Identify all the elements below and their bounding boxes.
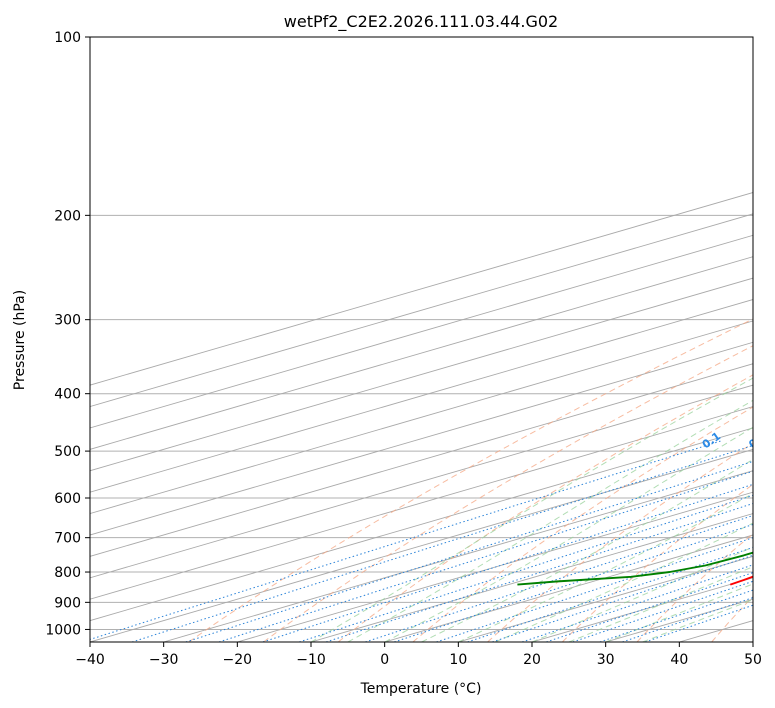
isotherm-50 <box>752 641 753 642</box>
mixing-ratio-0.2 <box>131 444 753 642</box>
x-tick-label-20: 20 <box>523 652 541 668</box>
x-tick-label--20: −20 <box>223 652 253 668</box>
y-axis-label: Pressure (hPa) <box>12 290 28 390</box>
mixing-ratio-0.1 <box>90 440 723 640</box>
y-tick-label-300: 300 <box>54 313 81 329</box>
moist-adiabat-35 <box>642 599 753 642</box>
isotherm--40 <box>90 448 753 642</box>
dry-adiabat--10 <box>337 374 753 642</box>
mixing-ratio-1.5 <box>299 494 753 642</box>
isotherm--100 <box>90 320 753 515</box>
mixing-ratio-label-0.1: 0.1 <box>700 430 723 452</box>
mixing-ratio-3 <box>365 514 753 642</box>
x-tick-label-50: 50 <box>744 652 762 668</box>
isotherm--20 <box>237 491 753 642</box>
chart-title: wetPf2_C2E2.2026.111.03.44.G02 <box>284 12 558 32</box>
mixing-ratio-6 <box>436 537 753 642</box>
isotherm--140 <box>90 234 753 429</box>
x-tick-label--30: −30 <box>149 652 179 668</box>
y-tick-label-200: 200 <box>54 208 81 224</box>
x-tick-label-30: 30 <box>597 652 615 668</box>
mixing-ratio-0.6 <box>218 470 753 642</box>
y-tick-label-500: 500 <box>54 444 81 460</box>
background-grid <box>90 37 753 642</box>
moist-adiabat--5 <box>347 399 753 642</box>
isotherm--60 <box>90 406 753 600</box>
isotherm-0 <box>384 534 753 642</box>
isotherm-40 <box>679 620 753 642</box>
y-tick-label-900: 900 <box>54 595 81 611</box>
x-tick-label-0: 0 <box>380 652 389 668</box>
y-tick-label-400: 400 <box>54 387 81 403</box>
line-labels: 0.10.20.40.611.52346810131620253036-100-… <box>700 429 769 452</box>
dry-adiabat--30 <box>188 318 753 642</box>
y-tick-label-1000: 1000 <box>45 622 81 638</box>
mixing-ratio-10 <box>492 554 753 642</box>
mixing-ratio-4 <box>394 523 753 642</box>
plot-frame <box>89 36 754 643</box>
isotherm--30 <box>163 470 753 642</box>
moist-adiabat--10 <box>310 377 753 642</box>
moist-adiabat-20 <box>531 546 753 642</box>
mixing-ratio-13 <box>521 564 753 642</box>
isotherm--50 <box>90 427 753 622</box>
isotherm--150 <box>90 213 753 408</box>
x-tick-label-40: 40 <box>670 652 688 668</box>
axis-ticks: −40 −30 −20 −10 0 10 20 30 40 50 100 200 300 400 500 60… <box>45 30 762 668</box>
x-tick-label--40: −40 <box>75 652 105 668</box>
isotherm--160 <box>90 192 753 386</box>
isotherm--80 <box>90 363 753 557</box>
mixing-ratio-2 <box>325 503 753 642</box>
moist-adiabat-0 <box>384 426 753 642</box>
y-tick-label-800: 800 <box>54 565 81 581</box>
mixing-ratio-1 <box>262 483 753 642</box>
isotherm--90 <box>90 341 753 536</box>
mixing-ratio-8 <box>467 546 753 642</box>
isotherm--130 <box>90 256 753 450</box>
dry-adiabat-30 <box>636 533 753 642</box>
y-tick-label-100: 100 <box>54 30 81 46</box>
mixing-ratio-0.4 <box>185 460 753 642</box>
isotherm--70 <box>90 384 753 579</box>
mixing-ratio-label-0.2: 0.2 <box>746 429 769 451</box>
dry-adiabat--20 <box>263 345 753 642</box>
moist-adiabat-30 <box>605 583 753 642</box>
dry-adiabat-20 <box>561 483 753 642</box>
mixing-ratio-25 <box>599 589 753 642</box>
dry-adiabat-10 <box>487 442 753 642</box>
mixing-ratio-16 <box>546 572 753 642</box>
isotherm--110 <box>90 299 753 493</box>
x-tick-label--10: −10 <box>296 652 326 668</box>
y-tick-label-600: 600 <box>54 491 81 507</box>
isotherm-20 <box>531 577 753 642</box>
isotherm--120 <box>90 277 753 472</box>
moist-adiabat-15 <box>495 522 753 642</box>
dry-adiabat-0 <box>412 406 753 642</box>
y-tick-label-700: 700 <box>54 531 81 547</box>
x-axis-label: Temperature (°C) <box>360 681 482 697</box>
moist-adiabat-5 <box>421 458 753 642</box>
isotherm--10 <box>310 513 753 642</box>
x-tick-label-10: 10 <box>449 652 467 668</box>
mixing-ratio-20 <box>572 580 753 642</box>
